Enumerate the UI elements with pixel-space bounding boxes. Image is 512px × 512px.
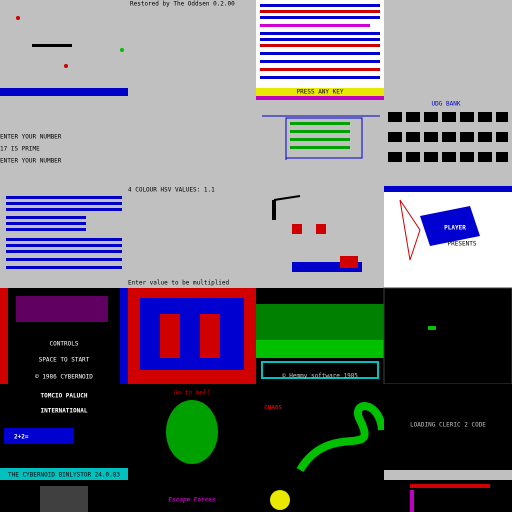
label: SPACE TO START [39, 357, 90, 364]
udg-icons [388, 112, 508, 162]
prompt: Enter value to be multiplied [128, 280, 230, 287]
copyright: © Hemmy software 1985 [282, 373, 358, 380]
bar [384, 186, 512, 192]
train [292, 256, 362, 272]
ground [256, 304, 384, 340]
grass [256, 340, 384, 358]
logo-text: PLAYER [444, 225, 466, 232]
prompt: ENTER YOUR NUMBER [0, 134, 62, 141]
figure [399, 199, 421, 261]
menu-items [290, 122, 350, 149]
text-lines [260, 4, 380, 79]
bar [0, 88, 128, 96]
screen-tile [384, 288, 512, 384]
screen-tile [128, 0, 256, 96]
text-lines [6, 196, 122, 269]
dot [16, 16, 20, 20]
title: Go to hell [174, 390, 210, 397]
title: TOMCIO PALUCH [41, 393, 88, 400]
crane [272, 195, 326, 234]
panel [4, 428, 74, 444]
snake [296, 402, 386, 473]
ship [428, 326, 436, 330]
logo [420, 206, 480, 246]
heading: 4 COLOUR HSV VALUES: 1.1 [128, 187, 215, 194]
panel [261, 361, 379, 379]
screen-tile [384, 0, 512, 96]
status: LOADING CLERIC 2 CODE [410, 422, 486, 429]
bar [256, 96, 384, 100]
result: 17 IS PRIME [0, 146, 40, 153]
wall [160, 314, 180, 358]
bar [410, 490, 414, 512]
bar [256, 88, 384, 96]
dot [120, 48, 124, 52]
prompt: PRESS ANY KEY [297, 89, 344, 96]
face [166, 400, 218, 464]
ball [270, 490, 290, 510]
credit: Restored by The Oddsen 0.2.00 [130, 1, 235, 8]
bar [410, 484, 490, 488]
dot [64, 64, 68, 68]
copyright: © 1986 CYBERNOID [35, 374, 93, 381]
snake [32, 44, 72, 47]
bar [0, 468, 128, 480]
bar [384, 470, 512, 480]
border [120, 288, 128, 384]
title: Escape Forces [169, 497, 216, 504]
logo [16, 296, 108, 322]
heading: UDG BANK [432, 101, 461, 108]
maze [140, 298, 244, 370]
label: CONTROLS [50, 341, 79, 348]
wall [200, 314, 220, 358]
screen-tile [256, 0, 384, 96]
title: CHAOS [264, 405, 282, 412]
border [0, 288, 8, 384]
footer: THE CYBERNOID BINLYSTOR 24.0.83 [8, 472, 120, 479]
screen-tile [384, 384, 512, 480]
equation: 2+2= [14, 434, 29, 441]
label: PRESENTS [448, 241, 477, 248]
panel [40, 486, 88, 512]
menu [262, 115, 380, 160]
prompt: ENTER YOUR NUMBER [0, 158, 62, 165]
title: INTERNATIONAL [41, 408, 88, 415]
screen-row [0, 96, 512, 192]
screen-tile [0, 0, 128, 96]
